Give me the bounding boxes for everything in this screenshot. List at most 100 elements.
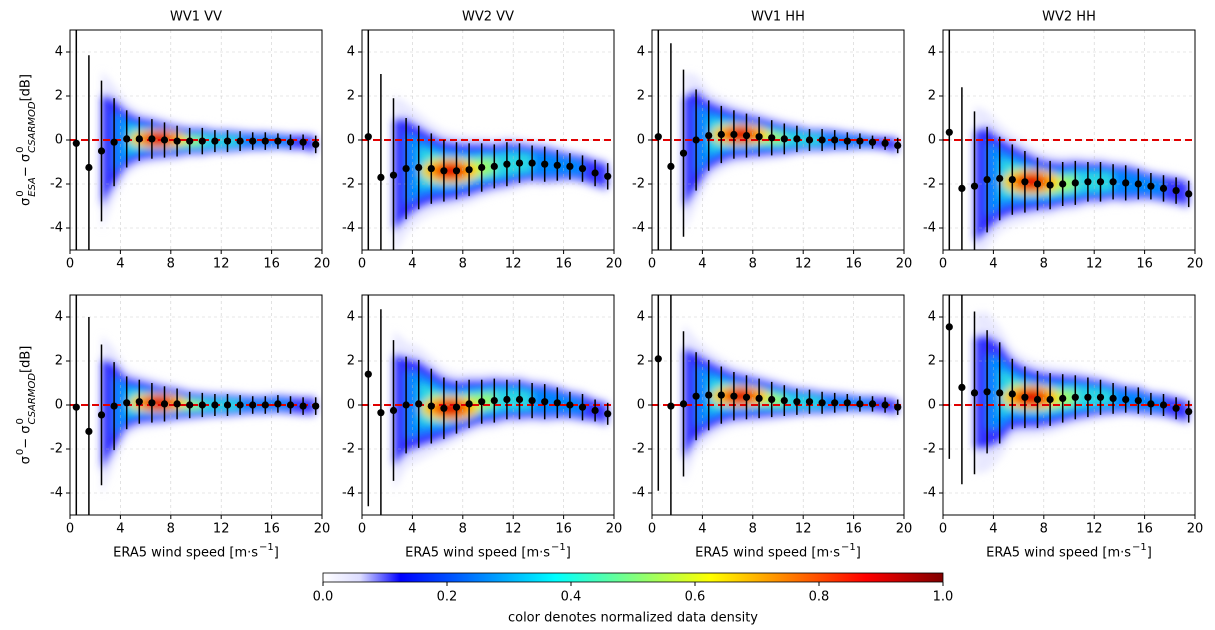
mean-point [274,137,282,145]
x-tick-label: 20 [606,522,623,537]
y-axis-label-sup: 0 [15,147,26,153]
x-axis-label-text: ] [1147,546,1152,561]
x-axis-label: ERA5 wind speed [m·s −1] [113,542,279,561]
x-tick-label: 20 [1187,257,1204,272]
mean-point [679,400,688,408]
x-tick-label: 12 [213,522,230,537]
mean-point [1033,180,1042,188]
y-tick-label: 0 [637,133,645,148]
y-tick-label: 0 [55,133,63,148]
mean-point [312,140,320,148]
y-tick-label: -4 [923,486,936,501]
mean-point [198,137,206,145]
mean-point [868,138,877,146]
x-tick-label: 20 [896,522,913,537]
mean-point [705,132,713,140]
plot-area [652,295,904,515]
y-tick-label: 0 [637,398,645,413]
x-tick-label: 0 [66,257,74,272]
x-axis-label-text: ERA5 wind speed [m·s [113,546,258,561]
x-tick-label: 16 [263,522,280,537]
x-tick-label: 0 [66,522,74,537]
y-axis-label-sup: 0 [15,449,26,455]
x-axis-label-text: ] [856,546,861,561]
x-tick-label: 12 [795,522,812,537]
mean-point [604,410,612,418]
mean-point [503,160,511,168]
mean-point [249,401,257,409]
x-tick-label: 4 [408,522,416,537]
mean-point [1084,178,1092,186]
mean-point [591,169,599,177]
mean-point [717,391,725,399]
x-tick-label: 16 [845,257,862,272]
colorbar-tick-label: 1.0 [933,590,954,605]
y-tick-label: -2 [632,177,645,192]
plot-area [70,30,322,250]
y-tick-label: -4 [342,221,355,236]
y-axis-label-sub: CSARMOD [27,373,38,425]
y-tick-label: 2 [637,354,645,369]
mean-point [1096,178,1105,186]
x-tick-label: 20 [1187,522,1204,537]
mean-point [261,137,269,145]
y-tick-label: 2 [637,89,645,104]
plot-area [652,30,904,250]
x-tick-label: 4 [116,522,124,537]
mean-point [1172,187,1180,195]
mean-point [843,137,851,145]
x-axis-label-body: ERA5 wind speed [m·s −1] [405,542,571,561]
mean-point [692,136,700,144]
x-tick-label: 12 [505,522,522,537]
mean-point [415,400,423,408]
mean-point [983,388,991,396]
mean-point [465,166,473,174]
x-tick-label: 16 [555,522,572,537]
density-cloud [683,323,898,484]
y-axis-label-text: [dB] [19,346,34,373]
x-tick-label: 4 [989,257,997,272]
mean-point [223,137,232,145]
x-tick-label: 16 [845,522,862,537]
x-tick-label: 0 [939,257,947,272]
colorbar-tick-label: 0.6 [685,590,706,605]
x-tick-label: 8 [459,522,467,537]
y-tick-label: 0 [347,398,355,413]
mean-point [1147,400,1155,408]
mean-point [881,139,889,147]
mean-point [831,399,839,407]
x-tick-label: 4 [116,257,124,272]
mean-point [440,167,448,175]
mean-point [1059,180,1067,188]
x-tick-label: 16 [263,257,280,272]
y-tick-label: 0 [928,133,936,148]
mean-point [490,397,498,405]
mean-point [780,397,788,405]
plot-area [70,295,322,515]
mean-point [1084,393,1092,401]
mean-point [805,136,814,144]
mean-point [1109,394,1117,402]
mean-point [198,401,206,409]
mean-point [299,138,307,146]
mean-point [881,401,889,409]
x-tick-label: 8 [459,257,467,272]
mean-point [211,137,219,145]
mean-point [541,160,549,168]
mean-point [780,135,788,143]
x-tick-label: 16 [1136,257,1153,272]
colorbar-tick-label: 0.0 [313,590,334,605]
y-tick-label: 4 [637,310,645,325]
y-tick-label: 2 [347,354,355,369]
x-tick-label: 12 [795,257,812,272]
mean-point [945,323,953,331]
mean-point [1122,395,1130,404]
mean-point [223,401,232,409]
colorbar-tick-label: 0.4 [561,590,582,605]
x-tick-label: 8 [1040,257,1048,272]
mean-point [591,406,599,415]
y-tick-label: -2 [50,177,63,192]
mean-point [894,403,902,411]
density-layer [101,93,316,209]
